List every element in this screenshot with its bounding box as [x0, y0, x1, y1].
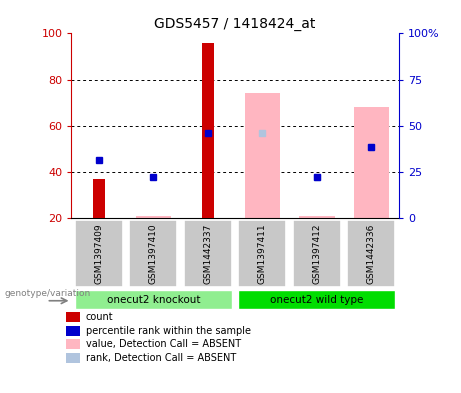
Text: value, Detection Call = ABSENT: value, Detection Call = ABSENT: [86, 339, 241, 349]
Bar: [245, 94, 280, 218]
Text: GSM1442337: GSM1442337: [203, 223, 213, 284]
Text: percentile rank within the sample: percentile rank within the sample: [86, 325, 251, 336]
Title: GDS5457 / 1418424_at: GDS5457 / 1418424_at: [154, 17, 316, 31]
Text: GSM1397412: GSM1397412: [313, 223, 321, 284]
Text: GSM1442336: GSM1442336: [367, 223, 376, 284]
Text: genotype/variation: genotype/variation: [5, 289, 91, 298]
Text: GSM1397409: GSM1397409: [94, 223, 103, 284]
Bar: [238, 290, 396, 309]
Bar: [66, 326, 80, 336]
Text: GSM1397411: GSM1397411: [258, 223, 267, 284]
Bar: [136, 216, 171, 218]
Bar: [93, 179, 105, 218]
Bar: [202, 42, 214, 218]
Bar: [75, 290, 232, 309]
Bar: [66, 340, 80, 349]
Bar: [348, 220, 396, 287]
Bar: [299, 216, 335, 218]
Text: GSM1397410: GSM1397410: [149, 223, 158, 284]
Bar: [66, 312, 80, 322]
Bar: [66, 353, 80, 363]
Bar: [293, 220, 341, 287]
Text: onecut2 knockout: onecut2 knockout: [106, 295, 200, 305]
Text: rank, Detection Call = ABSENT: rank, Detection Call = ABSENT: [86, 353, 236, 363]
Bar: [184, 220, 232, 287]
Bar: [75, 220, 123, 287]
Bar: [354, 107, 389, 218]
Text: onecut2 wild type: onecut2 wild type: [270, 295, 364, 305]
Bar: [129, 220, 177, 287]
Text: count: count: [86, 312, 113, 322]
Bar: [238, 220, 286, 287]
